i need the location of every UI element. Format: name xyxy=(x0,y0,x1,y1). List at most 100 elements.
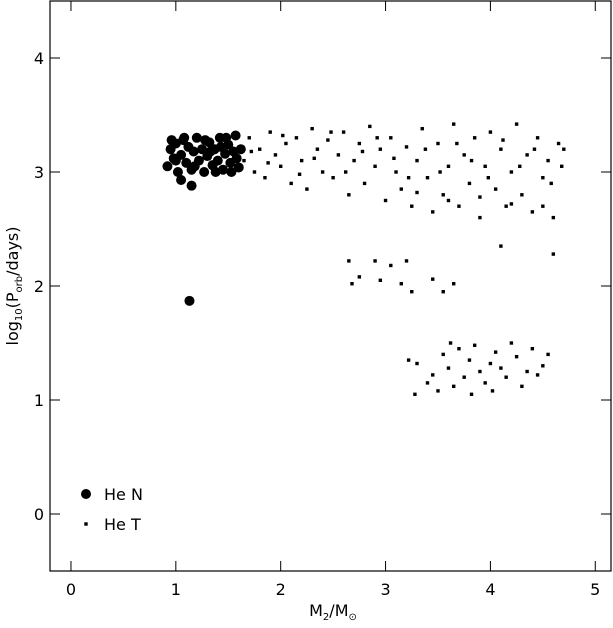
data-point xyxy=(273,153,278,157)
data-point xyxy=(483,381,487,385)
data-point xyxy=(535,136,540,140)
data-point xyxy=(247,136,251,140)
data-point xyxy=(278,164,283,168)
x-axis-label: M2/M⊙ xyxy=(309,601,357,623)
data-point xyxy=(462,375,466,379)
data-point xyxy=(221,132,232,143)
data-point xyxy=(406,358,411,362)
data-point xyxy=(394,170,398,174)
data-point xyxy=(525,153,529,157)
data-point xyxy=(562,147,566,151)
data-point xyxy=(242,158,246,163)
data-point xyxy=(448,341,453,345)
data-point xyxy=(410,204,414,208)
data-point xyxy=(549,181,553,186)
data-point xyxy=(415,190,419,195)
data-point xyxy=(469,158,474,163)
data-point xyxy=(462,153,466,157)
data-point xyxy=(200,135,211,146)
data-point xyxy=(441,193,445,197)
data-point xyxy=(530,210,535,214)
data-point xyxy=(399,282,403,286)
data-point xyxy=(184,295,195,306)
data-point xyxy=(258,147,262,151)
data-point xyxy=(170,155,181,166)
y-label-part: (P xyxy=(3,292,22,308)
x-label-part: M xyxy=(309,601,323,620)
data-point xyxy=(452,384,456,389)
data-point xyxy=(252,170,257,174)
data-point xyxy=(488,130,493,134)
data-point xyxy=(436,141,440,146)
data-point xyxy=(347,259,351,263)
data-point xyxy=(467,181,472,186)
x-tick-label: 5 xyxy=(590,580,600,599)
data-point xyxy=(249,149,254,154)
data-point xyxy=(378,147,383,151)
x-label-part: ⊙ xyxy=(349,612,357,623)
data-point xyxy=(493,187,498,191)
data-point xyxy=(541,204,545,208)
data-point xyxy=(446,198,451,203)
data-point xyxy=(312,156,316,161)
y-tick-label: 4 xyxy=(34,49,44,68)
data-point xyxy=(551,215,556,220)
data-point xyxy=(441,290,445,294)
legend-marker xyxy=(81,489,91,499)
data-point xyxy=(181,157,192,168)
data-point xyxy=(373,259,377,263)
data-point xyxy=(420,126,424,131)
data-point xyxy=(205,146,216,157)
data-point xyxy=(452,122,456,126)
x-tick-label: 0 xyxy=(66,580,76,599)
data-point xyxy=(344,170,348,174)
y-tick-label: 3 xyxy=(34,163,44,182)
data-point xyxy=(199,167,210,177)
data-point xyxy=(425,176,430,180)
y-label-part: 10 xyxy=(14,308,25,321)
legend-label: He T xyxy=(104,515,141,534)
data-point xyxy=(176,174,187,185)
data-point xyxy=(431,373,435,377)
data-point xyxy=(514,122,519,126)
data-point xyxy=(215,141,226,152)
x-tick-label: 1 xyxy=(171,580,181,599)
data-point xyxy=(556,141,561,146)
data-point xyxy=(186,180,197,191)
data-point xyxy=(504,375,508,379)
data-point xyxy=(446,366,451,370)
y-tick-label: 2 xyxy=(34,277,44,296)
data-point xyxy=(499,147,503,151)
data-point xyxy=(294,136,299,140)
data-point xyxy=(263,176,267,180)
data-point xyxy=(399,187,403,191)
data-point xyxy=(520,384,524,389)
data-point xyxy=(378,278,383,282)
data-point xyxy=(488,361,493,366)
data-point xyxy=(404,145,409,149)
data-point xyxy=(509,170,514,174)
data-point xyxy=(490,389,495,393)
data-point xyxy=(535,373,540,377)
y-label-part: orb xyxy=(14,276,25,293)
data-point xyxy=(357,141,362,146)
data-point xyxy=(341,130,346,134)
data-point xyxy=(310,126,314,131)
data-point xyxy=(493,350,498,354)
data-point xyxy=(413,392,417,396)
data-point xyxy=(383,198,388,203)
data-point xyxy=(350,282,354,286)
data-point xyxy=(299,158,304,163)
data-point xyxy=(478,195,482,199)
data-point xyxy=(457,204,461,208)
data-point xyxy=(483,164,487,168)
data-point xyxy=(509,341,514,345)
data-point xyxy=(166,135,177,146)
data-point xyxy=(530,347,535,351)
legend-marker xyxy=(84,522,88,526)
data-point xyxy=(305,187,309,191)
data-point xyxy=(425,381,430,385)
data-point xyxy=(415,361,419,366)
